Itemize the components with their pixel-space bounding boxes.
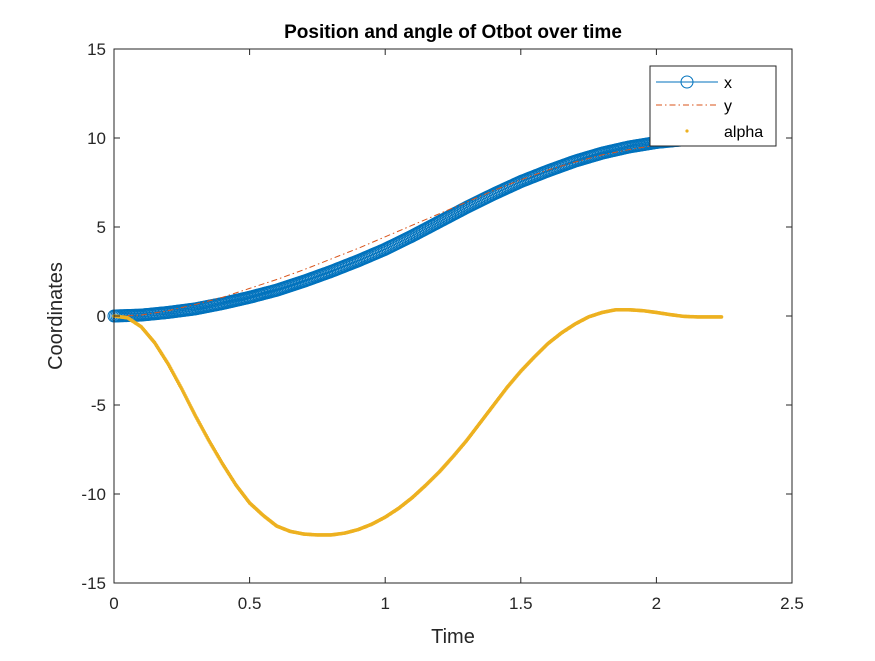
legend-x-label: x: [724, 75, 732, 92]
y-tick-label: -10: [81, 485, 106, 504]
y-tick-label: -5: [91, 396, 106, 415]
legend-alpha-label: alpha: [724, 124, 763, 141]
y-tick-label: 0: [97, 307, 106, 326]
x-tick-label: 0: [109, 594, 118, 613]
x-axis-label: Time: [431, 626, 475, 648]
x-tick-label: 1: [380, 594, 389, 613]
series-alpha: [112, 307, 724, 537]
x-line: [113, 137, 722, 317]
y-tick-label: 10: [87, 129, 106, 148]
legend-x-marker: [680, 75, 694, 89]
y-tick-label: 5: [97, 218, 106, 237]
series-y: [113, 138, 722, 317]
ticks-layer: 0 0.5 1 1.5 2 2.5 -15 -10 -5 0 5 10 15: [81, 40, 803, 613]
x-tick-label: 0.5: [238, 594, 262, 613]
y-line: [113, 138, 722, 317]
y-tick-label: -15: [81, 574, 106, 593]
x-tick-label: 2.5: [780, 594, 804, 613]
legend: x y alpha: [649, 65, 777, 147]
y-tick-label: 15: [87, 40, 106, 59]
x-tick-label: 1.5: [509, 594, 533, 613]
chart-title: Position and angle of Otbot over time: [284, 22, 622, 43]
series-layer: [107, 131, 728, 537]
legend-alpha-marker: [685, 129, 689, 133]
legend-box: [649, 65, 777, 147]
y-axis-label: Coordinates: [45, 262, 67, 370]
legend-y-label: y: [724, 98, 732, 115]
alpha-marker: [719, 315, 724, 319]
x-tick-label: 2: [652, 594, 661, 613]
